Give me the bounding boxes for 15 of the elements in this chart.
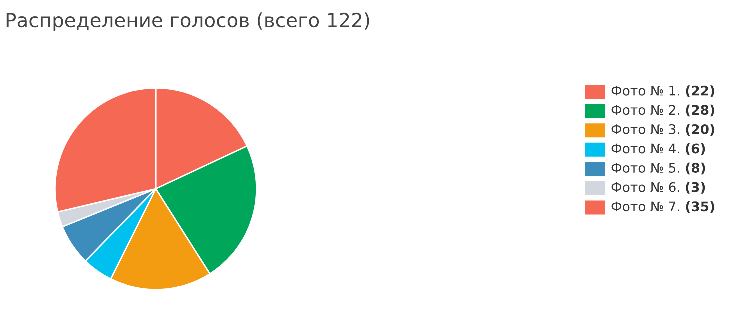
legend-label: Фото № 1. [612,86,680,96]
data-label: (8) [686,162,706,175]
legend-label: Фото № 3. [612,124,680,134]
legend-label: Фото № 4. [612,144,680,154]
legend-label: Фото № 5. [612,163,680,174]
data-label: (35) [686,201,714,214]
legend-label: Фото № 7. [612,202,680,212]
chart-title: Распределение голосов (всего 122) [6,12,370,32]
data-label: (6) [686,144,706,156]
data-label: (22) [686,86,714,98]
legend-label: Фото № 6. [612,182,680,192]
legend-label: Фото № 2. [612,105,680,116]
data-label: (3) [686,182,706,194]
data-label: (28) [686,104,714,117]
data-label: (20) [686,124,714,136]
